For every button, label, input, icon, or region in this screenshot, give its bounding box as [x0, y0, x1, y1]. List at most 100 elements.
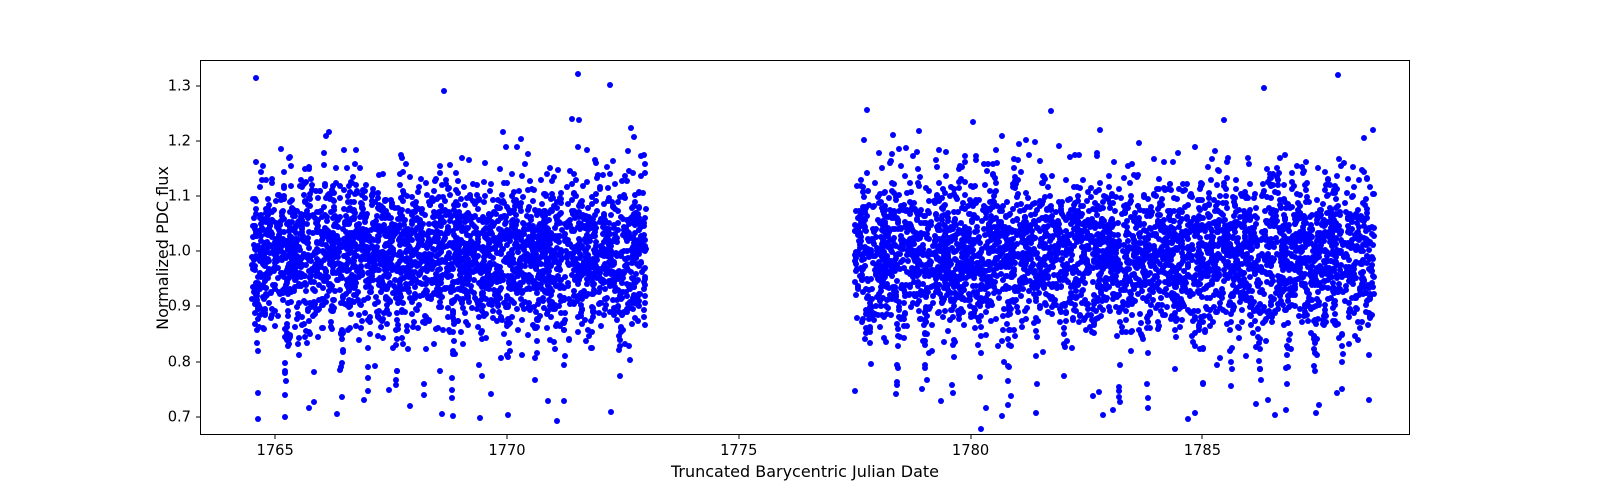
data-point	[413, 199, 419, 205]
data-point	[269, 176, 275, 182]
data-point	[372, 263, 378, 269]
data-point	[483, 296, 489, 302]
data-point	[443, 177, 449, 183]
data-point	[618, 324, 624, 330]
data-point	[575, 329, 581, 335]
data-point	[275, 313, 281, 319]
data-point	[526, 204, 532, 210]
data-point	[421, 319, 427, 325]
scatter-plot-region	[201, 61, 1409, 434]
data-point	[537, 313, 543, 319]
data-point	[401, 275, 407, 281]
data-point	[295, 311, 301, 317]
data-point	[623, 227, 629, 233]
data-point	[618, 214, 624, 220]
data-point	[1258, 377, 1264, 383]
data-point	[447, 192, 453, 198]
data-point	[497, 236, 503, 242]
data-point	[571, 208, 577, 214]
data-point	[449, 300, 455, 306]
data-point	[1239, 307, 1245, 313]
data-point	[344, 165, 350, 171]
data-point	[352, 210, 358, 216]
data-point	[993, 147, 999, 153]
data-point	[1269, 319, 1275, 325]
data-point	[446, 327, 452, 333]
data-point	[396, 297, 402, 303]
data-point	[412, 291, 418, 297]
data-point	[282, 392, 288, 398]
data-point	[615, 199, 621, 205]
data-point	[451, 287, 457, 293]
data-point	[445, 314, 451, 320]
data-point	[445, 230, 451, 236]
data-point	[1061, 341, 1067, 347]
data-point	[1311, 336, 1317, 342]
data-point	[466, 157, 472, 163]
data-point	[641, 307, 647, 313]
data-point	[334, 411, 340, 417]
data-point	[471, 214, 477, 220]
figure: Truncated Barycentric Julian Date Normal…	[0, 0, 1600, 500]
data-point	[602, 261, 608, 267]
data-point	[273, 253, 279, 259]
data-point	[281, 185, 287, 191]
data-point	[475, 206, 481, 212]
data-point	[481, 199, 487, 205]
data-point	[626, 168, 632, 174]
data-point	[1061, 325, 1067, 331]
data-point	[526, 303, 532, 309]
data-point	[573, 177, 579, 183]
data-point	[404, 323, 410, 329]
data-point	[519, 317, 525, 323]
data-point	[440, 272, 446, 278]
data-point	[1033, 410, 1039, 416]
data-point	[475, 253, 481, 259]
data-point	[1023, 137, 1029, 143]
data-point	[372, 363, 378, 369]
data-point	[273, 198, 279, 204]
data-point	[266, 300, 272, 306]
data-point	[515, 243, 521, 249]
data-point	[1128, 348, 1134, 354]
data-point	[261, 326, 267, 332]
data-point	[351, 216, 357, 222]
data-point	[1067, 154, 1073, 160]
data-point	[329, 326, 335, 332]
data-point	[977, 374, 983, 380]
data-point	[624, 178, 630, 184]
data-point	[497, 295, 503, 301]
data-point	[395, 264, 401, 270]
data-point	[600, 231, 606, 237]
data-point	[419, 206, 425, 212]
data-point	[1371, 191, 1377, 197]
data-point	[281, 193, 287, 199]
data-point	[435, 235, 441, 241]
data-point	[642, 300, 648, 306]
data-point	[450, 279, 456, 285]
data-point	[462, 202, 468, 208]
data-point	[518, 208, 524, 214]
data-point	[322, 212, 328, 218]
data-point	[597, 184, 603, 190]
data-point	[311, 369, 317, 375]
data-point	[367, 331, 373, 337]
data-point	[537, 269, 543, 275]
data-point	[601, 213, 607, 219]
data-point	[479, 328, 485, 334]
data-point	[397, 238, 403, 244]
data-point	[285, 343, 291, 349]
data-point	[610, 158, 616, 164]
data-point	[1350, 164, 1356, 170]
data-point	[452, 255, 458, 261]
data-point	[437, 368, 443, 374]
data-point	[471, 223, 477, 229]
data-point	[301, 281, 307, 287]
data-point	[314, 240, 320, 246]
data-point	[1312, 368, 1318, 374]
data-point	[590, 314, 596, 320]
data-point	[439, 411, 445, 417]
data-point	[570, 256, 576, 262]
data-point	[455, 178, 461, 184]
data-point	[386, 387, 392, 393]
